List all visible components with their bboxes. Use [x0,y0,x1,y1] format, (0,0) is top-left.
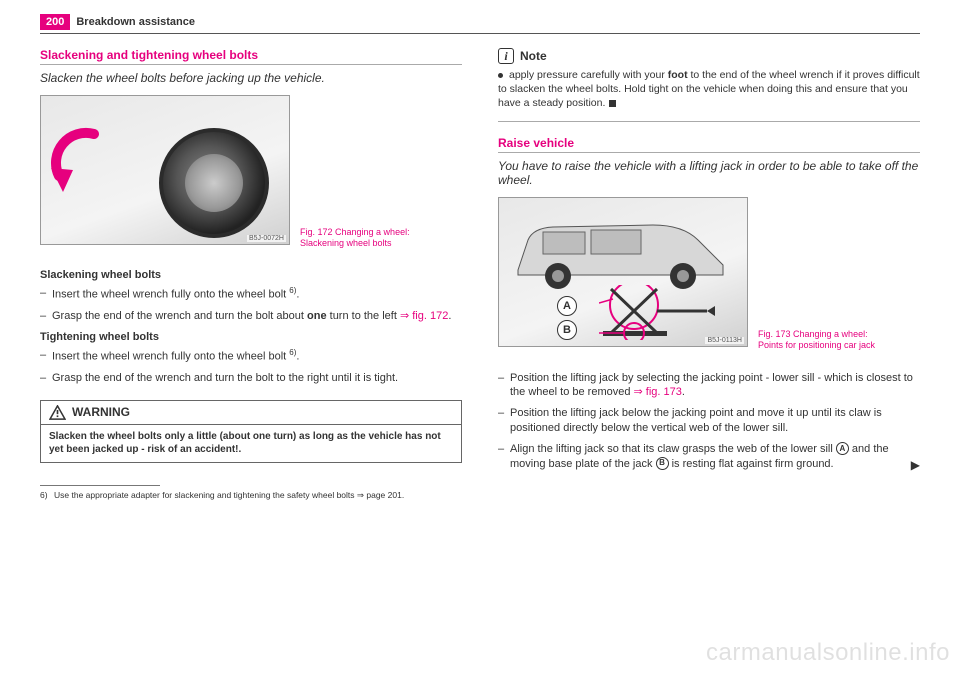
page-header: 200 Breakdown assistance [40,14,920,34]
intro-slackening: Slacken the wheel bolts before jacking u… [40,71,462,85]
link-fig172[interactable]: ⇒ fig. 172 [400,310,448,322]
bullet-icon [498,73,503,78]
header-title: Breakdown assistance [76,16,195,28]
figure-172-code: B5J-0072H [247,235,286,242]
figure-173-caption: Fig. 173 Changing a wheel: Points for po… [758,329,878,359]
watermark: carmanualsonline.info [706,639,950,667]
footnote-rule [40,485,160,486]
content-columns: Slackening and tightening wheel bolts Sl… [40,48,920,501]
warning-header: WARNING [41,401,461,424]
footnote-6: 6) Use the appropriate adapter for slack… [40,490,462,501]
intro-raise: You have to raise the vehicle with a lif… [498,159,920,187]
slacken-arrow-icon [49,126,109,206]
step-s1b: – Grasp the end of the wrench and turn t… [40,309,462,324]
step-r3: – Align the lifting jack so that its cla… [498,442,920,473]
note-body: apply pressure carefully with your foot … [498,68,920,122]
wheel-graphic [159,128,269,238]
subhead-slackening: Slackening wheel bolts [40,269,462,281]
info-icon: i [498,48,514,64]
page: 200 Breakdown assistance Slackening and … [0,0,960,673]
figure-173: A B B5J-0113H [498,197,748,347]
continue-arrow-icon: ▶ [911,457,920,473]
warning-body: Slacken the wheel bolts only a little (a… [41,424,461,462]
figure-label-b: B [557,320,577,340]
right-column: i Note apply pressure carefully with you… [498,48,920,501]
figure-173-wrap: A B B5J-0113H Fig. 173 Changing a wheel:… [498,197,920,359]
page-number: 200 [40,14,70,30]
figure-173-code: B5J-0113H [705,337,744,344]
warning-title: WARNING [72,405,130,419]
figure-172-caption: Fig. 172 Changing a wheel: Slackening wh… [300,227,420,257]
inline-label-b: B [656,457,669,470]
left-column: Slackening and tightening wheel bolts Sl… [40,48,462,501]
step-s1a: – Insert the wheel wrench fully onto the… [40,286,462,303]
note-title: Note [520,49,547,63]
step-s2a: – Insert the wheel wrench fully onto the… [40,348,462,365]
warning-icon [49,405,66,420]
link-fig173[interactable]: ⇒ fig. 173 [634,386,682,398]
figure-172-wrap: B5J-0072H Fig. 172 Changing a wheel: Sla… [40,95,462,257]
section-title-raise: Raise vehicle [498,136,920,153]
step-r2: – Position the lifting jack below the ja… [498,406,920,436]
jack-graphic [599,285,719,340]
step-r1: – Position the lifting jack by selecting… [498,371,920,401]
figure-label-a: A [557,296,577,316]
figure-172: B5J-0072H [40,95,290,245]
warning-box: WARNING Slacken the wheel bolts only a l… [40,400,462,463]
section-title-slackening: Slackening and tightening wheel bolts [40,48,462,65]
step-s2b: – Grasp the end of the wrench and turn t… [40,371,462,386]
subhead-tightening: Tightening wheel bolts [40,331,462,343]
inline-label-a: A [836,442,849,455]
note-header: i Note [498,48,920,64]
s1a-text: Insert the wheel wrench fully onto the w… [52,289,289,301]
end-square-icon [609,100,616,107]
